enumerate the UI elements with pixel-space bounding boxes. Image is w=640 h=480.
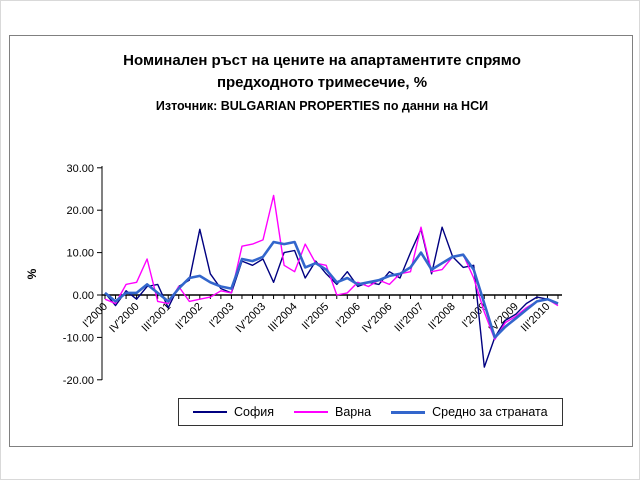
x-tick-label: IV'2000 (107, 301, 142, 336)
y-tick-label: 20.00 (66, 205, 94, 217)
y-tick-label: 30.00 (66, 163, 94, 175)
x-tick-label: I'2003 (207, 301, 236, 330)
legend-label-average: Средно за страната (432, 405, 548, 419)
x-tick-label: III'2007 (392, 301, 426, 335)
chart-frame: Номинален ръст на цените на апартаментит… (9, 35, 633, 447)
varna-line-sample-icon (294, 411, 329, 413)
chart-subtitle: Източник: BULGARIAN PROPERTIES по данни … (155, 99, 489, 113)
x-tick-label: II'2005 (300, 301, 332, 333)
y-tick-label: -10.00 (63, 332, 94, 344)
series-line-Средно за страната (104, 240, 559, 339)
legend-item-varna: Варна (294, 405, 371, 419)
x-tick-label: I'2000 (81, 301, 110, 330)
y-axis-title: % (25, 268, 39, 279)
legend-label-sofia: София (234, 405, 275, 419)
x-tick-label: III'2004 (266, 301, 300, 335)
x-tick-label: IV'2003 (234, 301, 269, 336)
x-tick-label: III'2001 (140, 301, 174, 335)
average-line-sample-icon (391, 410, 426, 414)
y-tick-label: 10.00 (66, 248, 94, 260)
x-tick-label: II'2002 (173, 301, 205, 333)
legend-item-sofia: София (193, 405, 274, 419)
y-tick-label: -20.00 (63, 375, 94, 387)
sofia-line-sample-icon (193, 411, 227, 413)
chart-title-block: Номинален ръст на цените на апартаментит… (10, 50, 634, 116)
legend-label-varna: Варна (335, 405, 372, 419)
y-tick-label: 0.00 (73, 290, 94, 302)
chart-legend: София Варна Средно за страната (178, 398, 563, 426)
x-tick-label: IV'2006 (360, 301, 395, 336)
series-line-Варна (104, 194, 559, 341)
x-tick-label: II'2008 (426, 301, 458, 333)
legend-item-average: Средно за страната (391, 405, 548, 419)
x-tick-label: I'2006 (334, 301, 363, 330)
chart-title-line1: Номинален ръст на цените на апартаментит… (123, 52, 521, 69)
chart-title-line2: предходното тримесечие, % (216, 74, 428, 91)
price-growth-line-chart: 30.0020.0010.000.00-10.00-20.00%I'2000IV… (25, 163, 562, 387)
